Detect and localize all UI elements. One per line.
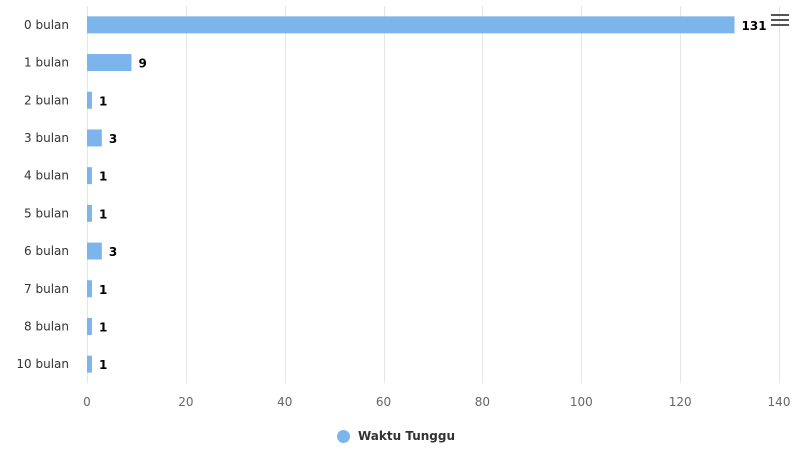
- data-label: 1: [99, 320, 107, 334]
- x-tick-label: 140: [768, 395, 791, 409]
- category-label: 8 bulan: [24, 319, 69, 333]
- category-label: 6 bulan: [24, 244, 69, 258]
- category-label: 10 bulan: [16, 357, 69, 371]
- x-tick-label: 60: [376, 395, 391, 409]
- category-label: 3 bulan: [24, 131, 69, 145]
- data-label: 1: [99, 283, 107, 297]
- bar[interactable]: [87, 317, 92, 335]
- data-label: 1: [99, 358, 107, 372]
- grid-lines: [87, 6, 780, 383]
- bar[interactable]: [87, 204, 92, 222]
- x-tick-label: 40: [277, 395, 292, 409]
- data-label: 1: [99, 170, 107, 184]
- category-label: 7 bulan: [24, 282, 69, 296]
- category-label: 1 bulan: [24, 56, 69, 70]
- legend-label: Waktu Tunggu: [357, 429, 456, 443]
- data-label: 3: [109, 245, 117, 259]
- bar[interactable]: [87, 129, 102, 147]
- bar[interactable]: [87, 242, 102, 260]
- x-tick-label: 0: [83, 395, 91, 409]
- bar[interactable]: [87, 355, 92, 373]
- category-label: 2 bulan: [24, 93, 69, 107]
- data-label: 3: [109, 132, 117, 146]
- bar[interactable]: [87, 54, 132, 72]
- x-tick-label: 20: [178, 395, 193, 409]
- data-label: 1: [99, 94, 107, 108]
- category-axis: 0 bulan 1 bulan 2 bulan 3 bulan 4 bulan 5 bul…: [16, 18, 69, 371]
- category-label: 0 bulan: [24, 18, 69, 32]
- bar[interactable]: [87, 167, 92, 185]
- bar[interactable]: [87, 280, 92, 298]
- bar[interactable]: [87, 16, 735, 34]
- x-tick-label: 100: [570, 395, 593, 409]
- data-label: 131: [742, 19, 767, 33]
- bar[interactable]: [87, 91, 92, 109]
- category-label: 5 bulan: [24, 206, 69, 220]
- bars: [87, 16, 735, 373]
- legend-marker: [336, 429, 350, 443]
- x-tick-label: 80: [475, 395, 490, 409]
- data-label: 9: [138, 57, 146, 71]
- category-label: 4 bulan: [24, 169, 69, 183]
- data-label: 1: [99, 207, 107, 221]
- hamburger-menu-icon[interactable]: [770, 11, 790, 29]
- x-tick-label: 120: [669, 395, 692, 409]
- value-axis: 0 20 40 60 80 100 120 140: [83, 395, 790, 409]
- legend[interactable]: Waktu Tunggu: [0, 429, 792, 443]
